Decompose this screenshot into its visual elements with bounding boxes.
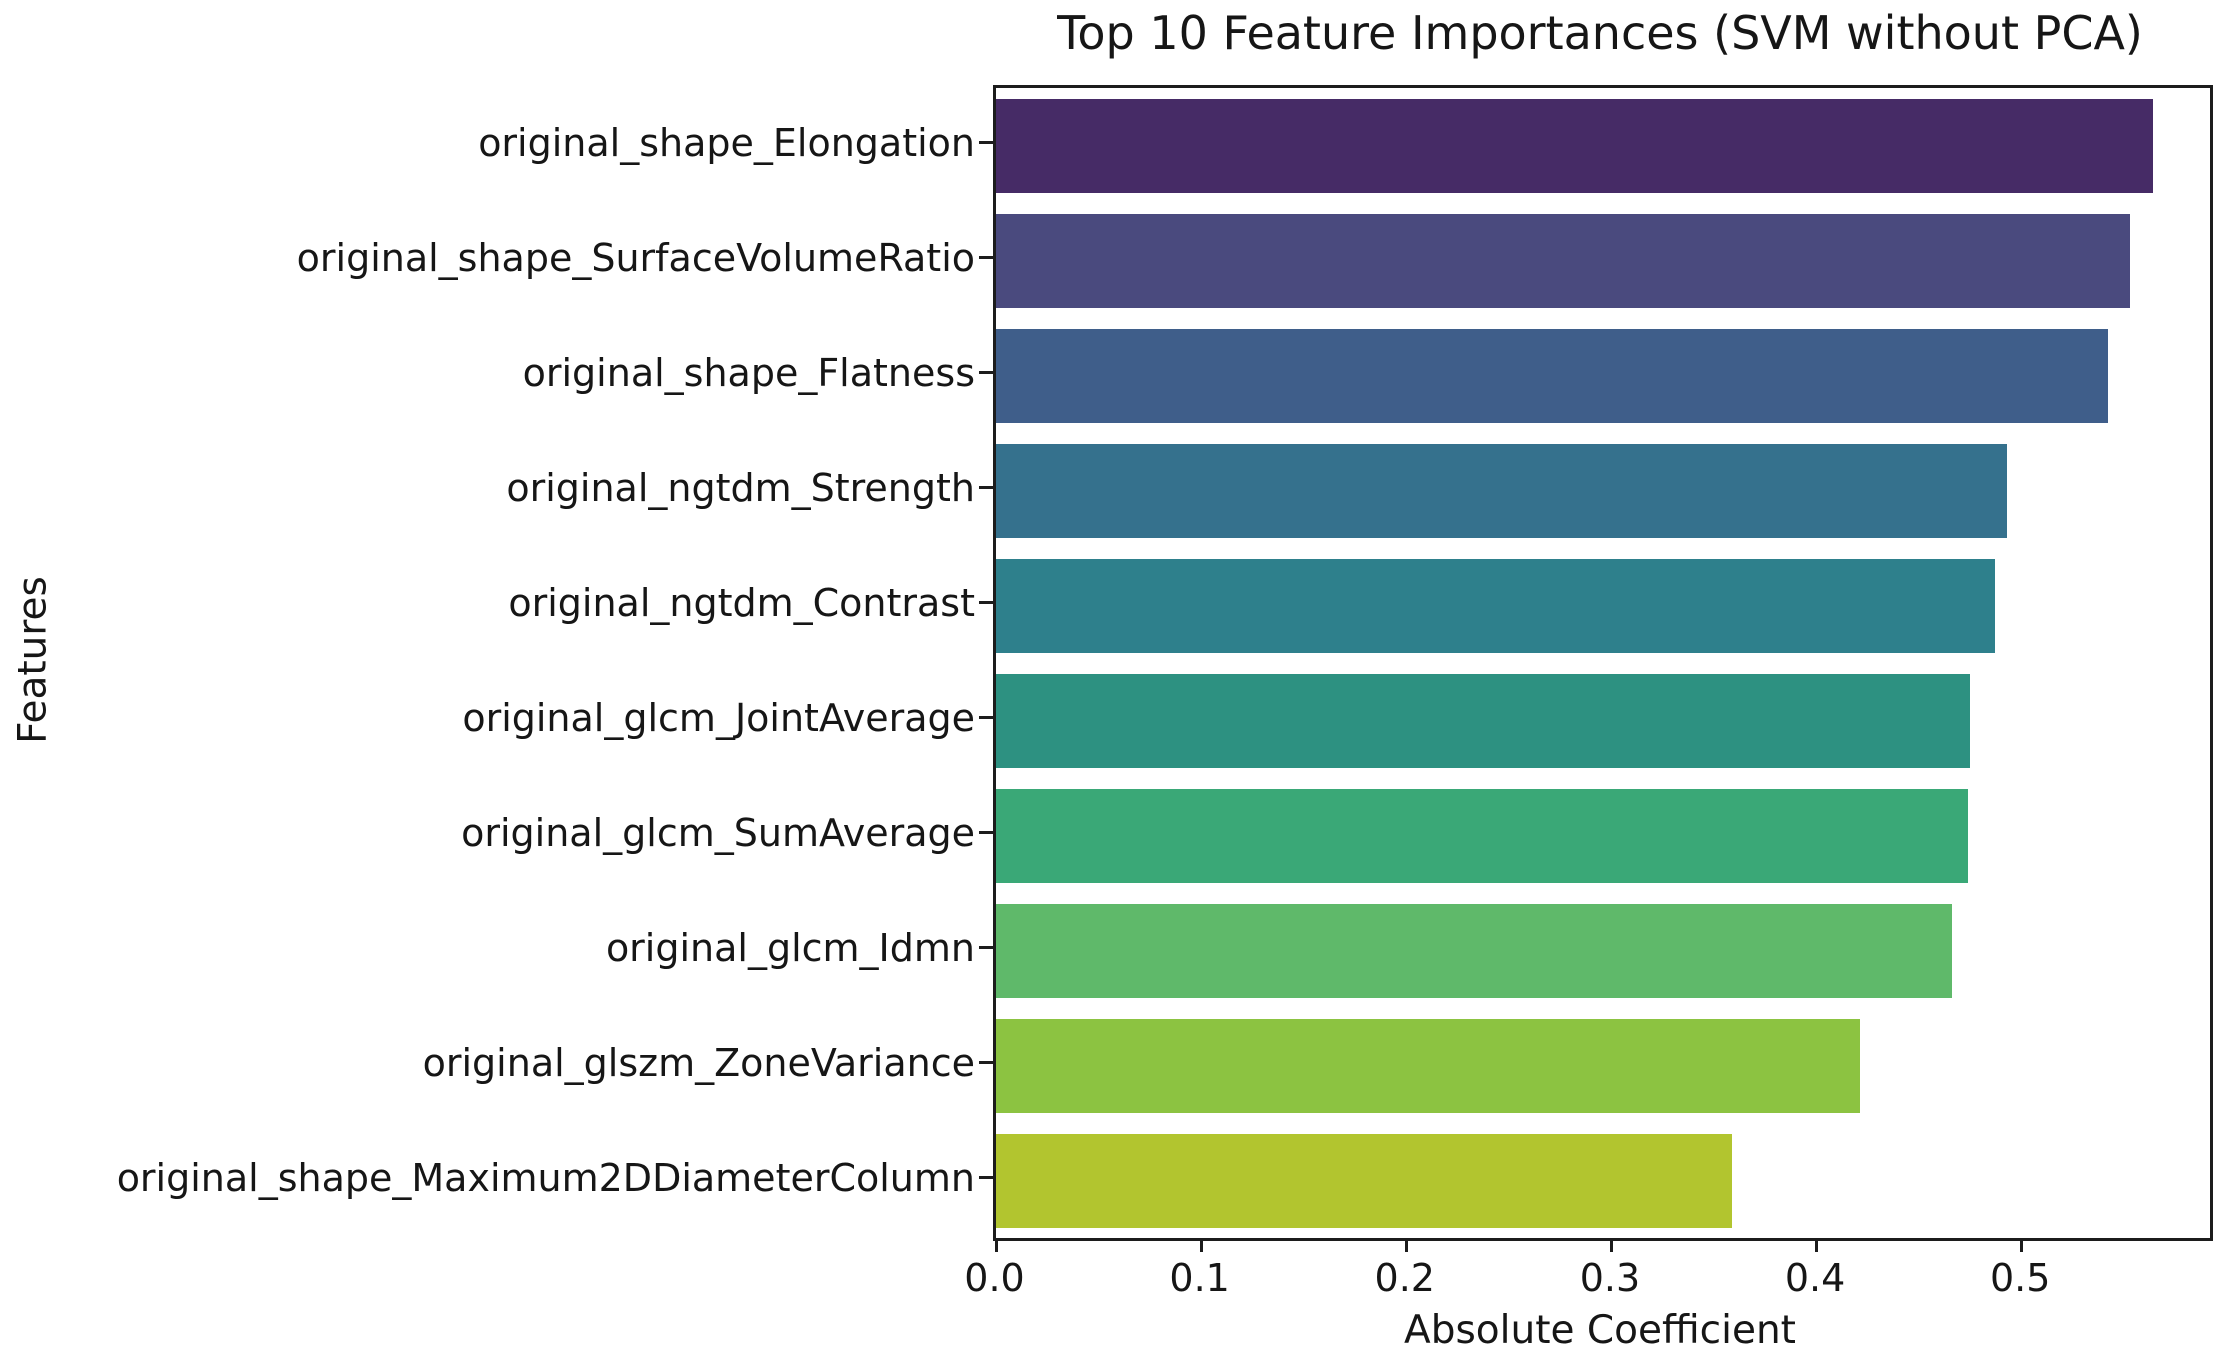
chart-title: Top 10 Feature Importances (SVM without … bbox=[1057, 6, 2143, 60]
bar-original_shape_Flatness bbox=[996, 328, 2108, 423]
x-tick-mark bbox=[1815, 1238, 1819, 1252]
x-tick-label-0.0: 0.0 bbox=[964, 1256, 1025, 1300]
bar-original_glcm_SumAverage bbox=[996, 788, 1969, 883]
y-tick-label-original_shape_Elongation: original_shape_Elongation bbox=[478, 120, 975, 165]
x-tick-mark bbox=[994, 1238, 998, 1252]
y-tick-mark bbox=[979, 1061, 993, 1064]
y-axis-label: Features bbox=[10, 576, 56, 744]
y-tick-label-original_glcm_SumAverage: original_glcm_SumAverage bbox=[461, 810, 975, 855]
y-tick-mark bbox=[979, 141, 993, 144]
y-tick-label-original_glcm_JointAverage: original_glcm_JointAverage bbox=[462, 695, 975, 740]
x-tick-mark bbox=[1609, 1238, 1613, 1252]
x-tick-label-0.4: 0.4 bbox=[1784, 1256, 1846, 1300]
y-tick-label-original_glcm_Idmn: original_glcm_Idmn bbox=[605, 925, 975, 970]
x-tick-label-0.1: 0.1 bbox=[1169, 1256, 1230, 1300]
x-tick-mark bbox=[1404, 1238, 1408, 1252]
y-tick-label-original_ngtdm_Strength: original_ngtdm_Strength bbox=[506, 465, 975, 510]
y-tick-mark bbox=[979, 256, 993, 259]
y-tick-mark bbox=[979, 371, 993, 374]
x-tick-label-0.2: 0.2 bbox=[1374, 1256, 1435, 1300]
bar-original_shape_Maximum2DDiameterColumn bbox=[996, 1133, 1733, 1228]
bar-original_ngtdm_Contrast bbox=[996, 558, 1996, 653]
y-tick-mark bbox=[979, 486, 993, 489]
y-tick-label-original_ngtdm_Contrast: original_ngtdm_Contrast bbox=[508, 580, 975, 625]
x-axis-label: Absolute Coefficient bbox=[1404, 1308, 1796, 1353]
x-tick-label-0.3: 0.3 bbox=[1579, 1256, 1641, 1300]
y-tick-mark bbox=[979, 601, 993, 604]
bar-original_shape_SurfaceVolumeRatio bbox=[996, 213, 2131, 308]
bar-original_shape_Elongation bbox=[996, 98, 2153, 193]
y-tick-label-original_shape_Maximum2DDiameterColumn: original_shape_Maximum2DDiameterColumn bbox=[116, 1155, 975, 1200]
x-tick-mark bbox=[1199, 1238, 1203, 1252]
bar-original_ngtdm_Strength bbox=[996, 443, 2008, 538]
y-tick-label-original_shape_Flatness: original_shape_Flatness bbox=[522, 350, 975, 395]
bar-original_glcm_Idmn bbox=[996, 903, 1952, 998]
y-tick-label-original_glszm_ZoneVariance: original_glszm_ZoneVariance bbox=[422, 1040, 975, 1085]
y-tick-mark bbox=[979, 1176, 993, 1179]
x-tick-mark bbox=[2020, 1238, 2024, 1252]
x-tick-label-0.5: 0.5 bbox=[1989, 1256, 2051, 1300]
plot-area bbox=[993, 85, 2213, 1241]
y-tick-mark bbox=[979, 716, 993, 719]
y-tick-label-original_shape_SurfaceVolumeRatio: original_shape_SurfaceVolumeRatio bbox=[296, 235, 975, 280]
bar-original_glszm_ZoneVariance bbox=[996, 1018, 1860, 1113]
bar-original_glcm_JointAverage bbox=[996, 673, 1971, 768]
y-tick-mark bbox=[979, 946, 993, 949]
y-tick-mark bbox=[979, 831, 993, 834]
